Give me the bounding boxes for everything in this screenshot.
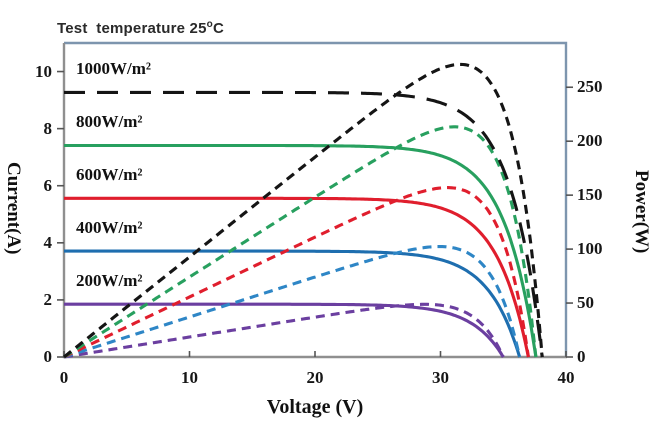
- y-left-tick-label: 8: [43, 118, 53, 138]
- plot-border-top-right: [64, 41, 568, 357]
- y-left-tick-label: 4: [43, 232, 53, 252]
- x-axis-label: Voltage (V): [266, 396, 364, 418]
- x-tick-label: 10: [181, 368, 198, 387]
- series-label-400: 400W/m²: [76, 218, 143, 238]
- pv-curve-1000: [63, 62, 544, 359]
- y-left-tick-label: 0: [43, 347, 53, 366]
- y-right-tick-label: 0: [577, 347, 586, 366]
- y-left-tick-label: 10: [35, 61, 52, 81]
- iv-curve-400: [64, 249, 522, 358]
- series-label-200: 200W/m²: [76, 271, 143, 291]
- iv-curve-1000: [64, 90, 544, 358]
- pv-curve-800: [63, 125, 538, 359]
- pv-curve-400: [63, 245, 522, 359]
- iv-curve-200: [64, 302, 505, 358]
- x-tick-label: 20: [306, 368, 324, 387]
- y-right-tick-label: 100: [577, 239, 603, 259]
- y-right-tick-label: 200: [577, 131, 603, 151]
- chart-title-text: Test temperature 25: [57, 20, 207, 37]
- y-right-tick-label: 250: [577, 77, 603, 97]
- iv-curve-800: [64, 143, 538, 358]
- pv-curve-600: [63, 186, 530, 359]
- x-tick-label: 0: [59, 368, 69, 387]
- y-left-tick-label: 2: [43, 289, 53, 309]
- y-right-tick-label: 50: [577, 293, 594, 313]
- y-axis-label-right: Power(W): [631, 170, 652, 254]
- x-tick-label: 40: [557, 368, 575, 387]
- degree-superscript: o: [206, 19, 213, 30]
- series-label-1000: 1000W/m²: [76, 59, 151, 79]
- series-label-600: 600W/m²: [76, 165, 143, 185]
- y-left-tick-label: 6: [43, 175, 53, 195]
- y-axis-label-left: Current(A): [3, 161, 24, 255]
- chart-title-unit: C: [212, 20, 224, 37]
- iv-curve-600: [64, 196, 530, 358]
- y-right-tick-label: 150: [577, 185, 603, 205]
- chart-title: Test temperature 25oC: [57, 19, 224, 37]
- x-tick-label: 30: [432, 368, 449, 387]
- series-label-800: 800W/m²: [76, 112, 143, 132]
